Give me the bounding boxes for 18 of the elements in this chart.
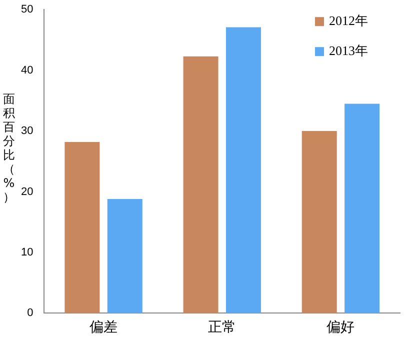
bar (302, 131, 337, 314)
x-tick-label: 正常 (208, 318, 236, 334)
x-tick-label: 偏差 (90, 318, 118, 334)
bar (64, 142, 100, 314)
y-tick-label: 20 (20, 186, 34, 198)
bar (183, 56, 218, 314)
y-tick-label: 40 (20, 64, 34, 76)
y-axis-title: 面积百分比（%） (2, 92, 16, 204)
y-tick-label: 0 (27, 307, 34, 320)
y-tick-label: 30 (20, 125, 34, 138)
legend-label: 2013年 (329, 43, 368, 58)
x-tick-label: 偏好 (326, 318, 355, 334)
y-tick-label: 10 (20, 246, 34, 259)
bar (226, 27, 261, 314)
bar (344, 104, 380, 314)
legend-label: 2012年 (329, 13, 368, 28)
bar (107, 199, 142, 314)
y-tick-label: 50 (20, 4, 34, 16)
